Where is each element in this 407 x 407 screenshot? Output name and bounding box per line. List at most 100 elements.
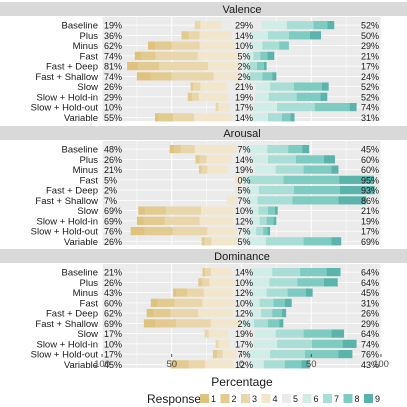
bar-segment-level-8 bbox=[272, 309, 282, 318]
bar-segment-level-7 bbox=[256, 227, 264, 236]
bar-segment-level-9 bbox=[323, 155, 335, 164]
bar-segment-level-4 bbox=[199, 41, 235, 50]
bar-segment-level-5 bbox=[233, 360, 250, 369]
neutral-percent-label: 12% bbox=[235, 216, 253, 226]
bar-segment-level-4 bbox=[197, 51, 239, 60]
bar-segment-level-3 bbox=[217, 350, 223, 359]
bar-segment-level-2 bbox=[187, 92, 192, 101]
legend-swatch-1 bbox=[200, 394, 209, 403]
neutral-percent-label: 29% bbox=[235, 21, 253, 31]
bar-segment-level-9 bbox=[338, 350, 353, 359]
bar-segment-level-2 bbox=[198, 165, 202, 174]
bar-segment-level-2 bbox=[141, 51, 156, 60]
bar-segment-level-8 bbox=[281, 113, 291, 122]
bar-segment-level-9 bbox=[323, 278, 338, 287]
left-percent-label: 21% bbox=[104, 268, 122, 278]
bar-segment-level-6 bbox=[251, 268, 273, 277]
bar-segment-level-8 bbox=[293, 186, 340, 195]
bar-segment-level-5 bbox=[233, 288, 250, 297]
bar-segment-level-2 bbox=[157, 298, 175, 307]
bar-segment-level-7 bbox=[261, 309, 273, 318]
row-label: Fast bbox=[80, 51, 99, 62]
row-label: Fast + Deep bbox=[46, 62, 98, 73]
bar-segment-level-3 bbox=[188, 360, 206, 369]
bar-segment-level-1 bbox=[170, 360, 178, 369]
bar-segment-level-3 bbox=[175, 319, 211, 328]
bar-segment-level-9 bbox=[342, 339, 357, 348]
bar-segment-level-8 bbox=[268, 319, 280, 328]
bar-segment-level-4 bbox=[213, 72, 241, 81]
left-percent-label: 26% bbox=[104, 278, 122, 288]
right-percent-label: 60% bbox=[361, 155, 379, 165]
bar-segment-level-4 bbox=[208, 62, 241, 71]
bar-segment-level-3 bbox=[188, 31, 200, 40]
bar-segment-level-3 bbox=[173, 113, 195, 122]
bar-segment-level-3 bbox=[205, 268, 211, 277]
bar-segment-level-3 bbox=[202, 278, 210, 287]
bar-segment-level-7 bbox=[269, 278, 298, 287]
bar-segment-level-5 bbox=[231, 155, 252, 164]
bar-segment-level-1 bbox=[155, 113, 160, 122]
bar-segment-level-5 bbox=[229, 103, 254, 112]
neutral-percent-label: 5% bbox=[237, 237, 250, 247]
bar-segment-level-6 bbox=[246, 196, 258, 205]
bar-segment-level-3 bbox=[172, 227, 208, 236]
x-tick-label: 50 bbox=[306, 359, 317, 370]
bar-segment-level-4 bbox=[209, 278, 235, 287]
row-label: Minus bbox=[73, 165, 99, 176]
bar-segment-level-5 bbox=[238, 237, 245, 246]
bar-segment-level-6 bbox=[244, 237, 266, 246]
bar-segment-level-5 bbox=[240, 319, 243, 328]
bar-segment-level-5 bbox=[234, 298, 249, 307]
bar-segment-level-2 bbox=[143, 216, 165, 225]
legend-label-8: 8 bbox=[355, 394, 360, 404]
bar-segment-level-9 bbox=[327, 21, 335, 30]
panel-valence: Valence Baseline 19% 29% 52% Plus 36% 14% 50% Min… bbox=[0, 2, 407, 124]
legend-label-2: 2 bbox=[232, 394, 237, 404]
legend-title: Response bbox=[147, 392, 201, 406]
neutral-percent-label: 14% bbox=[235, 268, 253, 278]
bar-segment-level-5 bbox=[233, 309, 250, 318]
bar-segment-level-8 bbox=[266, 216, 274, 225]
bar-segment-level-2 bbox=[150, 72, 172, 81]
x-axis: 100 50 0 50 100 bbox=[94, 354, 389, 370]
right-percent-label: 26% bbox=[361, 309, 379, 319]
bar-segment-level-5 bbox=[226, 82, 257, 91]
bar-segment-level-9 bbox=[284, 298, 292, 307]
bar-segment-level-5 bbox=[231, 31, 252, 40]
bar-segment-level-4 bbox=[207, 165, 229, 174]
bar-segment-level-4 bbox=[203, 288, 234, 297]
bar-segment-level-7 bbox=[265, 237, 304, 246]
bar-segment-level-8 bbox=[268, 206, 275, 215]
bar-segment-level-9 bbox=[267, 227, 271, 236]
bar-segment-level-8 bbox=[256, 62, 264, 71]
bar-segment-level-6 bbox=[254, 92, 269, 101]
bar-segment-level-8 bbox=[288, 145, 303, 154]
bar-segment-level-3 bbox=[215, 339, 219, 348]
bar-segment-level-4 bbox=[206, 155, 232, 164]
left-percent-label: 26% bbox=[104, 82, 122, 92]
bar-segment-level-8 bbox=[303, 237, 332, 246]
bar-segment-level-6 bbox=[244, 186, 259, 195]
bar-segment-level-6 bbox=[251, 31, 269, 40]
right-percent-label: 52% bbox=[361, 92, 379, 102]
neutral-percent-label: 21% bbox=[235, 82, 253, 92]
x-tick-label: 100 bbox=[94, 359, 110, 370]
bar-segment-level-9 bbox=[339, 186, 375, 195]
neutral-percent-label: 14% bbox=[235, 113, 253, 123]
bar-segment-level-5 bbox=[236, 196, 247, 205]
bar-segment-level-9 bbox=[331, 237, 342, 246]
legend-label-9: 9 bbox=[375, 394, 380, 404]
bar-segment-level-8 bbox=[283, 175, 340, 184]
bar-segment-level-9 bbox=[349, 103, 357, 112]
bar-segment-level-9 bbox=[339, 175, 375, 184]
bar-segment-level-6 bbox=[254, 329, 276, 338]
bar-segment-level-4 bbox=[202, 298, 235, 307]
right-percent-label: 45% bbox=[361, 145, 379, 155]
bar-segment-level-4 bbox=[200, 21, 222, 30]
left-percent-label: 60% bbox=[104, 298, 122, 308]
bar-segment-level-2 bbox=[202, 268, 206, 277]
bar-segment-level-5 bbox=[228, 92, 255, 101]
right-percent-label: 43% bbox=[361, 360, 379, 370]
bar-segment-level-4 bbox=[208, 329, 229, 338]
